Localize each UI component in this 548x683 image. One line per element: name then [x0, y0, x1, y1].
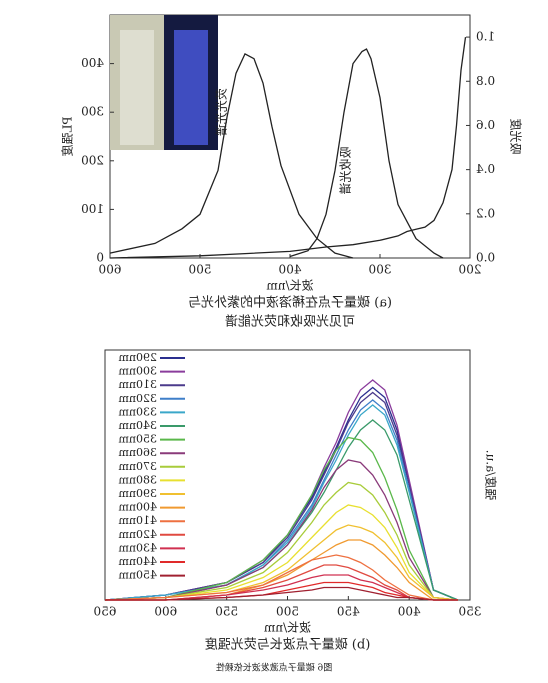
legend-label: 450nm: [118, 569, 157, 582]
legend-label: 370nm: [118, 460, 157, 473]
y-axis-label: 吸光度: [509, 118, 524, 154]
data-line: [289, 48, 444, 259]
legend-label: 290nm: [118, 351, 157, 364]
x-tick-label: 400: [398, 605, 421, 619]
inset-vial: [120, 30, 154, 145]
legend-label: 380nm: [118, 473, 157, 486]
y2-tick-label: 100: [81, 202, 104, 216]
x-tick-label: 450: [337, 605, 360, 619]
x-tick-label: 200: [459, 263, 482, 277]
legend-label: 390nm: [118, 487, 157, 500]
data-line: [104, 404, 459, 601]
x-axis-label: 波长/nm: [263, 621, 311, 635]
x-tick-label: 600: [99, 263, 122, 277]
legend-label: 360nm: [118, 446, 157, 459]
data-line: [109, 37, 467, 259]
mirrored-figure: 图6 碳量子点激发波长依赖性 200 300 400 500 600 波长/nm 0.0 0.…: [60, 14, 524, 674]
y-tick-label: 1.0: [476, 30, 495, 44]
figure-caption: 图6 碳量子点激发波长依赖性: [216, 662, 333, 674]
annotation: 吸收光谱: [339, 147, 353, 195]
legend-label: 310nm: [118, 378, 157, 391]
data-line: [105, 564, 458, 601]
legend-label: 330nm: [118, 405, 157, 418]
legend-label: 430nm: [118, 541, 157, 554]
x-tick-label: 300: [369, 263, 392, 277]
data-line: [105, 539, 458, 601]
data-line: [109, 53, 354, 259]
legend-label: 300nm: [118, 365, 157, 378]
legend-label: 440nm: [118, 555, 157, 568]
x-tick-label: 600: [154, 605, 177, 619]
x-axis-label: 波长/nm: [266, 279, 314, 293]
y2-axis-label: PL强度: [60, 116, 75, 156]
data-line: [104, 459, 458, 601]
x-tick-label: 350: [459, 605, 482, 619]
y-tick-label: 0.4: [476, 162, 495, 176]
data-line: [105, 574, 458, 601]
data-line: [104, 391, 459, 601]
legend-label: 320nm: [118, 392, 157, 405]
inset-vial: [174, 30, 208, 145]
legend-label: 400nm: [118, 501, 157, 514]
data-line: [104, 554, 458, 601]
chart-title: (a) 碳量子点在稀溶液中的紫外光与: [188, 295, 392, 311]
x-tick-label: 550: [215, 605, 238, 619]
x-tick-label: 500: [189, 263, 212, 277]
y-tick-label: 0.8: [476, 74, 495, 88]
y2-tick-label: 300: [81, 105, 104, 119]
x-tick-label: 500: [276, 605, 299, 619]
chart-title: (b) 碳量子点波长与荧光强度: [205, 637, 371, 653]
y2-tick-label: 400: [81, 56, 104, 70]
legend-label: 420nm: [118, 528, 157, 541]
y-tick-label: 0.0: [476, 251, 495, 265]
legend-label: 340nm: [118, 419, 157, 432]
legend-label: 410nm: [118, 514, 157, 527]
data-line: [104, 524, 458, 601]
data-line: [104, 481, 458, 601]
data-line: [105, 586, 458, 601]
data-line: [104, 436, 458, 601]
y-tick-label: 0.2: [476, 206, 495, 220]
x-tick-label: 650: [94, 605, 117, 619]
y-tick-label: 0.6: [476, 118, 495, 132]
chart-subtitle: 可见光吸收和荧光能谱: [225, 315, 355, 330]
data-line: [104, 504, 458, 601]
y2-tick-label: 0: [96, 251, 104, 265]
annotation: 荧光光谱: [215, 88, 229, 136]
legend-label: 350nm: [118, 433, 157, 446]
y2-tick-label: 200: [81, 153, 104, 167]
y-axis-label: 强度/a.u.: [484, 450, 499, 501]
x-tick-label: 400: [279, 263, 302, 277]
